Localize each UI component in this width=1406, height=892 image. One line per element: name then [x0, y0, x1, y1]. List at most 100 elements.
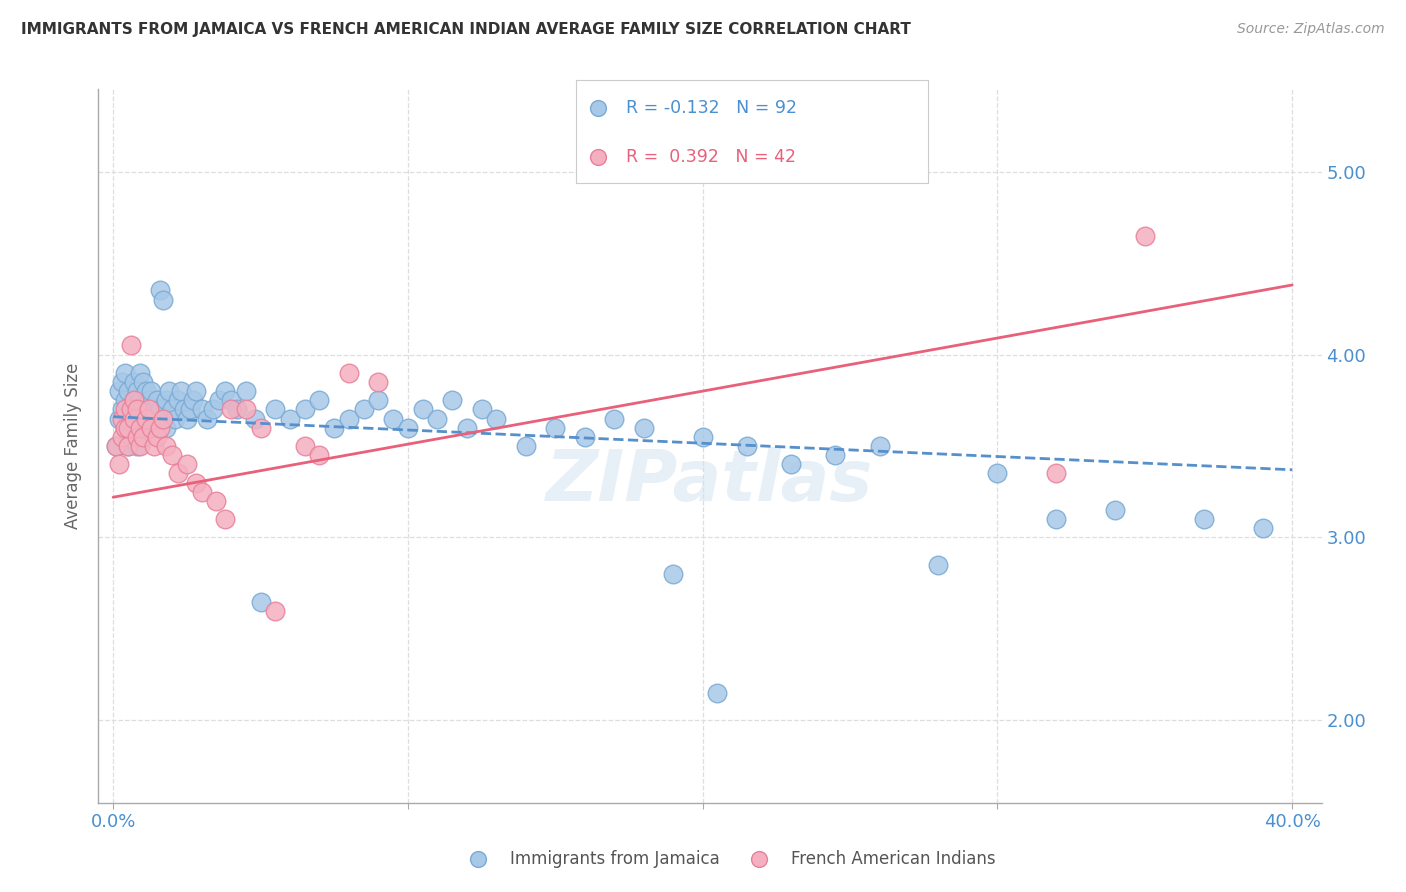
Point: [208, 393, 231, 408]
Point: [1133, 228, 1156, 243]
Point: [111, 402, 134, 417]
Point: [146, 430, 169, 444]
Point: [108, 458, 131, 472]
Point: [264, 402, 287, 417]
Point: [122, 393, 145, 408]
Point: [167, 467, 190, 481]
Point: [214, 384, 236, 398]
Point: [1104, 503, 1126, 517]
Point: [441, 393, 464, 408]
Point: [396, 420, 419, 434]
Point: [165, 411, 187, 425]
Point: [184, 384, 207, 398]
Point: [149, 420, 172, 434]
Point: [138, 402, 160, 417]
Point: [515, 439, 537, 453]
Point: [235, 402, 257, 417]
Point: [382, 411, 405, 425]
Point: [128, 439, 150, 453]
Point: [170, 384, 193, 398]
Point: [214, 512, 236, 526]
Y-axis label: Average Family Size: Average Family Size: [65, 363, 83, 529]
Point: [603, 411, 626, 425]
Point: [120, 402, 142, 417]
Point: [155, 393, 177, 408]
Point: [205, 494, 228, 508]
Point: [294, 439, 316, 453]
Point: [120, 338, 142, 352]
Point: [149, 402, 172, 417]
Point: [1192, 512, 1215, 526]
Point: [485, 411, 508, 425]
Point: [122, 393, 145, 408]
Point: [135, 411, 157, 425]
Point: [160, 448, 183, 462]
Point: [143, 439, 166, 453]
Point: [114, 366, 136, 380]
Point: [735, 439, 758, 453]
Point: [114, 393, 136, 408]
Point: [426, 411, 449, 425]
Point: [117, 439, 139, 453]
Point: [219, 402, 242, 417]
Point: [125, 402, 148, 417]
Point: [869, 439, 891, 453]
Point: [202, 402, 225, 417]
Point: [128, 420, 150, 434]
Point: [131, 430, 153, 444]
Point: [197, 411, 219, 425]
Point: [138, 402, 160, 417]
Point: [927, 558, 949, 572]
Point: [125, 402, 148, 417]
Point: [125, 384, 148, 398]
Point: [544, 420, 567, 434]
Point: [120, 430, 142, 444]
Point: [117, 384, 139, 398]
Point: [152, 411, 174, 425]
Point: [249, 420, 271, 434]
Point: [243, 411, 266, 425]
Text: Immigrants from Jamaica: Immigrants from Jamaica: [510, 849, 720, 868]
Point: [114, 420, 136, 434]
Point: [167, 393, 190, 408]
Text: IMMIGRANTS FROM JAMAICA VS FRENCH AMERICAN INDIAN AVERAGE FAMILY SIZE CORRELATIO: IMMIGRANTS FROM JAMAICA VS FRENCH AMERIC…: [21, 22, 911, 37]
Point: [157, 384, 180, 398]
Point: [633, 420, 655, 434]
Point: [117, 411, 139, 425]
Text: R =  0.392   N = 42: R = 0.392 N = 42: [626, 148, 796, 166]
Point: [986, 467, 1008, 481]
Point: [249, 594, 271, 608]
Text: R = -0.132   N = 92: R = -0.132 N = 92: [626, 99, 797, 117]
Point: [824, 448, 846, 462]
Point: [128, 411, 150, 425]
Point: [111, 430, 134, 444]
Point: [143, 402, 166, 417]
Point: [780, 458, 803, 472]
Point: [120, 402, 142, 417]
Point: [131, 375, 153, 389]
Point: [128, 393, 150, 408]
Point: [135, 384, 157, 398]
Text: French American Indians: French American Indians: [790, 849, 995, 868]
Point: [278, 411, 301, 425]
Point: [308, 393, 330, 408]
Point: [219, 393, 242, 408]
Point: [122, 375, 145, 389]
Point: [141, 384, 163, 398]
Point: [155, 439, 177, 453]
Point: [138, 393, 160, 408]
Point: [226, 402, 249, 417]
Point: [294, 402, 316, 417]
Point: [160, 402, 183, 417]
Point: [706, 686, 728, 700]
Point: [125, 430, 148, 444]
Point: [184, 475, 207, 490]
Point: [1251, 521, 1274, 535]
Point: [337, 411, 360, 425]
Point: [662, 567, 685, 582]
Point: [264, 604, 287, 618]
Point: [105, 439, 128, 453]
Point: [122, 420, 145, 434]
Text: Source: ZipAtlas.com: Source: ZipAtlas.com: [1237, 22, 1385, 37]
Point: [111, 375, 134, 389]
